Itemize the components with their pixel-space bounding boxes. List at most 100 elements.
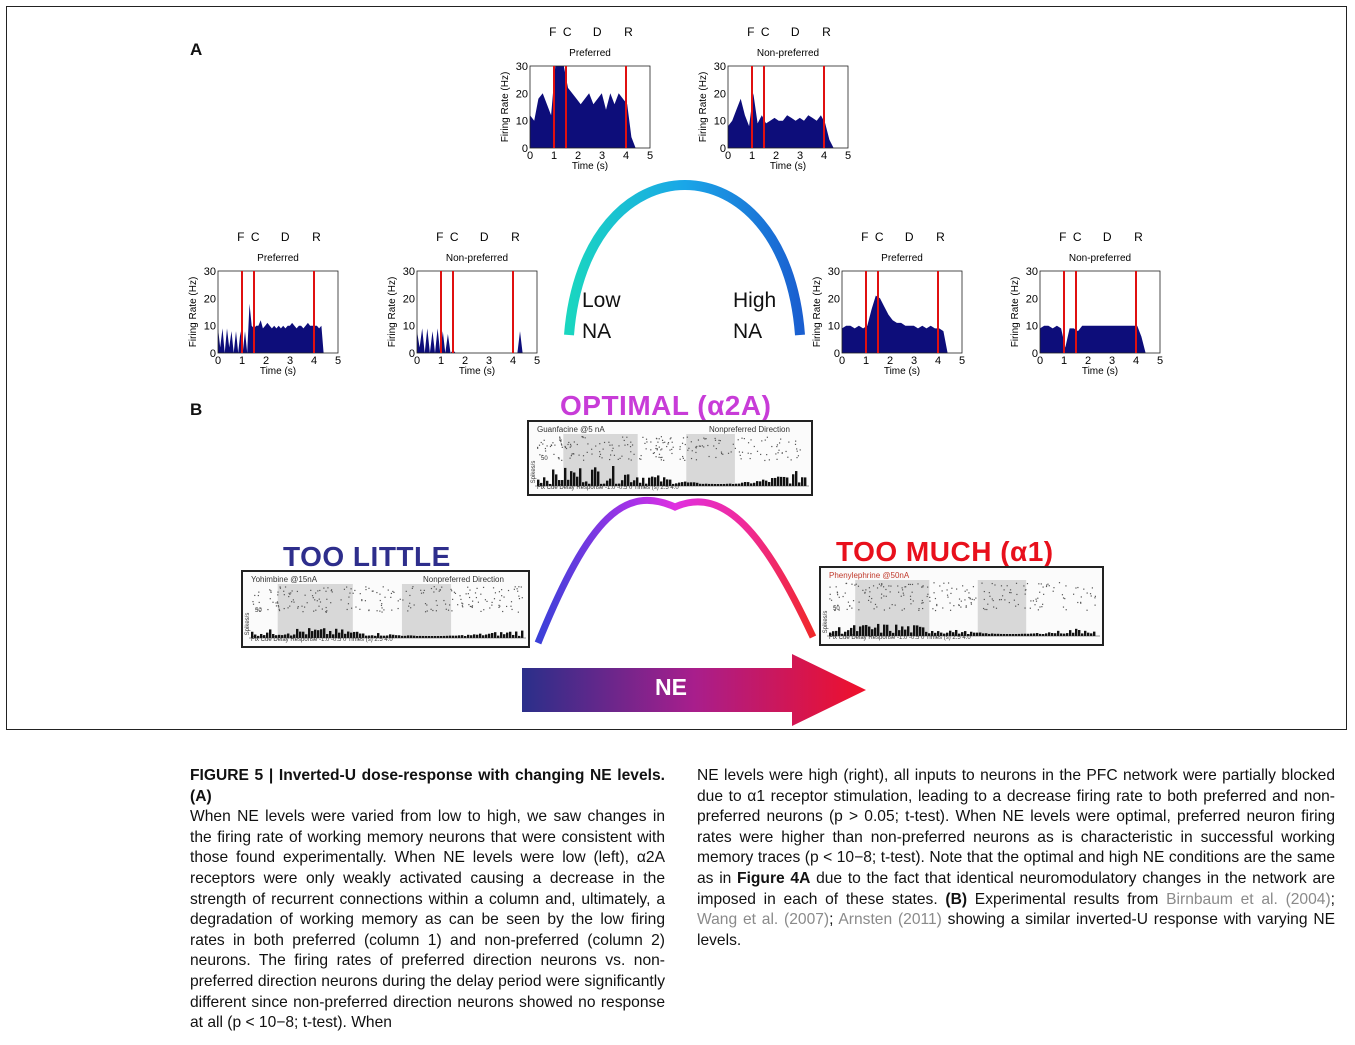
spike-dot	[624, 444, 626, 446]
spike-dot	[313, 610, 315, 612]
spike-dot	[1065, 585, 1067, 587]
spike-dot	[936, 604, 938, 607]
spike-dot	[628, 458, 630, 460]
spike-dot	[471, 606, 473, 609]
spike-dot	[304, 594, 306, 596]
psth-bar	[937, 631, 940, 636]
x-tick-label: 1	[1061, 355, 1067, 367]
psth-bar	[410, 635, 413, 638]
psth-bar	[991, 633, 994, 636]
psth-bar	[859, 626, 862, 636]
psth-bar	[1009, 634, 1012, 636]
spike-dot	[922, 586, 924, 588]
spike-dot	[491, 601, 493, 603]
spike-dot	[301, 605, 303, 607]
spike-dot	[688, 447, 690, 449]
spike-dot	[912, 600, 914, 602]
spike-dot	[927, 586, 929, 588]
psth-bar	[416, 635, 419, 638]
citation-birnbaum[interactable]: Birnbaum et al. (2004)	[1166, 890, 1331, 908]
citation-arnsten[interactable]: Arnsten (2011)	[838, 911, 942, 929]
psth-bar	[973, 632, 976, 636]
spike-dot	[549, 445, 552, 448]
spike-dot	[379, 599, 381, 602]
spike-dot	[438, 590, 440, 592]
much-thumb-drug: Phenylephrine @50nA	[829, 571, 910, 580]
spike-dot	[471, 605, 473, 608]
epoch-label: D	[905, 230, 914, 244]
spike-dot	[661, 439, 664, 441]
psth-bar	[320, 629, 323, 638]
spike-dot	[776, 445, 778, 448]
spike-dot	[644, 442, 646, 445]
spike-dot	[661, 448, 663, 450]
spike-dot	[433, 591, 435, 593]
spike-dot	[787, 456, 789, 458]
spike-dot	[613, 454, 615, 456]
y-tick-label: 0	[1032, 348, 1038, 360]
spike-dot	[571, 453, 573, 455]
x-tick-label: 2	[263, 355, 269, 367]
spike-dot	[361, 599, 363, 602]
psth-bar	[741, 482, 744, 486]
psth-bar	[898, 630, 901, 636]
spike-dot	[352, 592, 354, 594]
spike-dot	[970, 602, 972, 604]
spike-dot	[698, 445, 700, 447]
psth-bar	[705, 483, 708, 486]
psth-bar	[762, 479, 765, 486]
psth-bar	[901, 626, 904, 636]
psth-bar	[368, 635, 371, 638]
x-tick-label: 5	[959, 355, 965, 367]
psth-bar	[892, 632, 895, 636]
spike-dot	[561, 444, 563, 446]
spike-dot	[346, 608, 348, 611]
spike-dot	[776, 444, 779, 446]
spike-dot	[766, 454, 768, 456]
spike-dot	[939, 585, 941, 587]
spike-dot	[1047, 583, 1049, 585]
psth-bar	[630, 482, 633, 486]
plot-title: Preferred	[569, 48, 611, 59]
spike-dot	[909, 598, 912, 600]
x-tick-label: 0	[215, 355, 221, 367]
spike-dot	[642, 436, 644, 438]
epoch-label: R	[936, 230, 945, 244]
spike-dot	[983, 590, 985, 593]
psth-bar	[597, 471, 600, 486]
spike-dot	[1004, 599, 1006, 601]
psth-bar	[365, 635, 368, 638]
spike-dot	[568, 441, 570, 444]
spike-dot	[921, 602, 923, 604]
spike-dot	[359, 608, 361, 610]
spike-dot	[796, 456, 798, 459]
spike-dot	[1042, 603, 1044, 605]
spike-dot	[420, 589, 422, 591]
psth-bar	[543, 477, 546, 486]
spike-dot	[576, 443, 578, 446]
spike-dot	[291, 601, 293, 603]
spike-dot	[311, 595, 314, 597]
spike-dot	[516, 588, 518, 590]
spike-dot	[904, 586, 906, 588]
figure-frame	[6, 6, 1347, 730]
spike-dot	[739, 454, 741, 456]
spike-dot	[655, 456, 657, 458]
spike-dot	[601, 457, 603, 459]
psth-bar	[783, 476, 786, 486]
spike-dot	[561, 459, 563, 461]
spike-dot	[658, 453, 661, 455]
spike-dot	[703, 437, 705, 439]
spike-dot	[621, 455, 623, 457]
spike-dot	[722, 453, 724, 455]
y-tick-label: 20	[204, 293, 216, 305]
caption-figure-ref[interactable]: Figure 4A	[737, 869, 811, 887]
spike-dot	[321, 608, 323, 610]
caption-text-2: NE levels were high (right), all inputs …	[697, 766, 1335, 951]
psth-bar	[344, 633, 347, 638]
citation-wang[interactable]: Wang et al. (2007)	[697, 911, 830, 929]
spike-dot	[505, 605, 508, 608]
spike-dot	[453, 591, 455, 593]
spike-dot	[622, 436, 624, 438]
